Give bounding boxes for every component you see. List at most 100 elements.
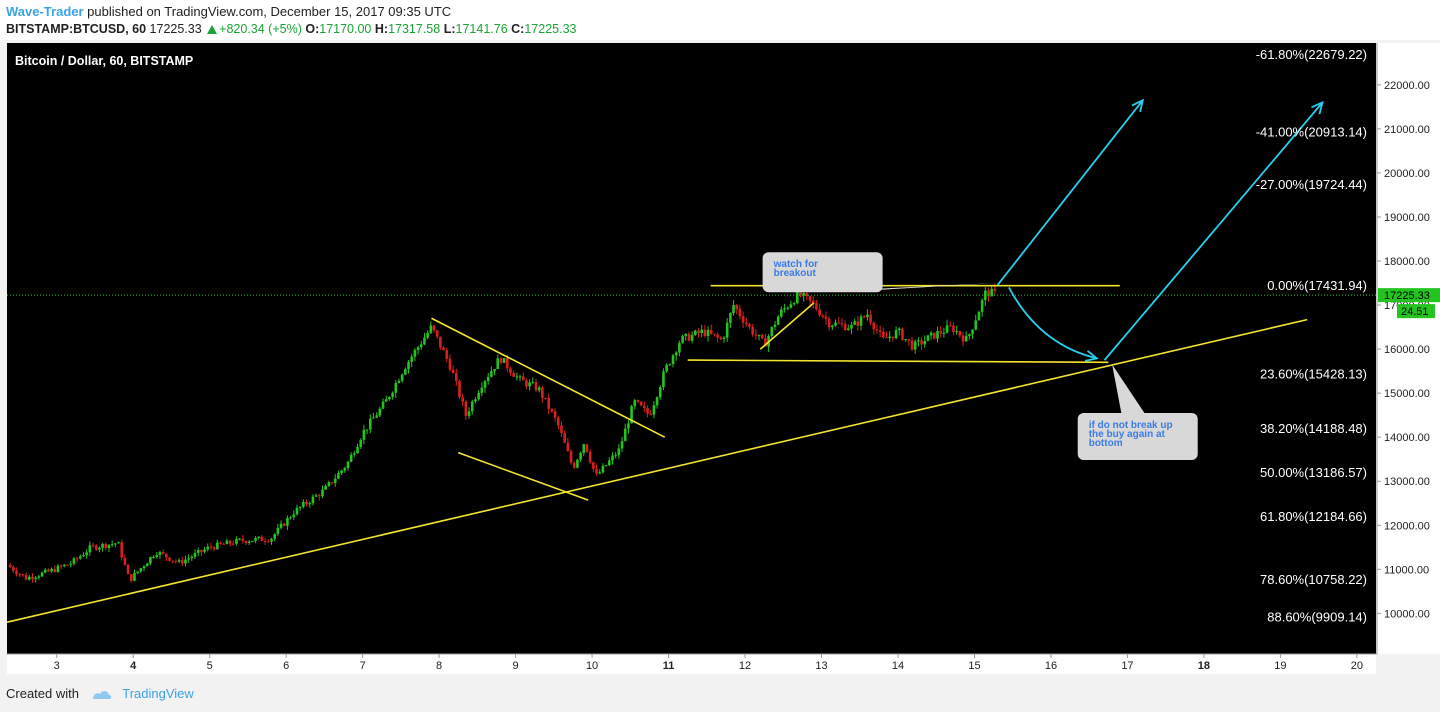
candle-body bbox=[480, 387, 484, 393]
candle-body bbox=[129, 574, 133, 581]
candle-body bbox=[722, 337, 726, 340]
candle-body bbox=[174, 560, 178, 562]
candle-body bbox=[936, 331, 939, 339]
candle-body bbox=[85, 552, 88, 556]
candle-body bbox=[987, 290, 990, 297]
candle-body bbox=[359, 439, 363, 447]
tradingview-link[interactable]: TradingView bbox=[122, 686, 194, 701]
candle-body bbox=[856, 321, 860, 326]
candle-body bbox=[862, 316, 866, 318]
candle-body bbox=[897, 328, 901, 331]
candle-body bbox=[674, 352, 678, 356]
time-tick-label: 12 bbox=[739, 660, 751, 672]
candle-body bbox=[818, 309, 821, 316]
candle-body bbox=[142, 566, 146, 569]
candle-body bbox=[837, 322, 841, 324]
candle-body bbox=[72, 558, 76, 564]
candle-body bbox=[117, 542, 120, 544]
fib-level-label: 38.20%(14188.48) bbox=[1260, 421, 1367, 436]
price-tick-label: 15000.00 bbox=[1384, 388, 1430, 400]
candle-body bbox=[652, 405, 656, 415]
candle-body bbox=[528, 382, 531, 387]
candle-body bbox=[407, 361, 410, 370]
candle-body bbox=[668, 364, 672, 366]
candle-body bbox=[582, 444, 586, 453]
candle-body bbox=[604, 465, 608, 467]
candle-body bbox=[617, 448, 621, 456]
candle-body bbox=[658, 387, 662, 398]
candle-body bbox=[671, 355, 675, 365]
candle-body bbox=[509, 368, 512, 373]
candle-body bbox=[467, 411, 471, 416]
fib-level-label: 78.60%(10758.22) bbox=[1260, 572, 1367, 587]
candle-body bbox=[926, 335, 930, 341]
candle-body bbox=[687, 333, 691, 341]
candle-body bbox=[595, 468, 598, 474]
candle-body bbox=[620, 441, 624, 449]
price-chart[interactable]: -61.80%(22679.22) -41.00%(20913.14) -27.00… bbox=[0, 40, 1440, 676]
candle-body bbox=[388, 397, 391, 400]
candle-body bbox=[802, 293, 805, 296]
candle-body bbox=[333, 478, 337, 484]
candle-body bbox=[451, 369, 455, 374]
time-tick-label: 15 bbox=[968, 660, 980, 672]
candle-body bbox=[15, 570, 18, 575]
candle-body bbox=[292, 514, 296, 518]
candle-body bbox=[952, 325, 955, 332]
price-tick-label: 21000.00 bbox=[1384, 124, 1430, 136]
candle-body bbox=[665, 364, 668, 372]
candle-body bbox=[882, 331, 885, 338]
close-value: 17225.33 bbox=[524, 22, 577, 36]
candle-body bbox=[939, 331, 942, 334]
candle-body bbox=[133, 572, 136, 581]
candle-body bbox=[537, 387, 541, 391]
candle-body bbox=[486, 376, 490, 382]
candle-body bbox=[576, 459, 579, 468]
candle-body bbox=[461, 397, 464, 402]
inner-rise bbox=[759, 302, 815, 350]
candle-body bbox=[432, 325, 436, 331]
candle-body bbox=[247, 541, 251, 543]
plot-area[interactable] bbox=[7, 43, 1376, 654]
candle-body bbox=[24, 574, 28, 580]
candle-body bbox=[448, 358, 452, 370]
candle-body bbox=[493, 369, 496, 372]
candle-body bbox=[933, 332, 936, 339]
candle-body bbox=[633, 400, 637, 407]
fib-level-label: 88.60%(9909.14) bbox=[1267, 609, 1367, 624]
candle-body bbox=[267, 541, 270, 543]
candle-body bbox=[63, 564, 66, 567]
candle-body bbox=[789, 304, 793, 308]
candle-body bbox=[66, 564, 69, 566]
time-tick-label: 7 bbox=[360, 660, 366, 672]
author-link[interactable]: Wave-Trader bbox=[6, 4, 84, 19]
candle-body bbox=[324, 485, 327, 490]
candle-body bbox=[719, 337, 723, 340]
low-value: 17141.76 bbox=[455, 22, 508, 36]
time-axis[interactable] bbox=[7, 654, 1376, 674]
countdown-label: 24.51 bbox=[1401, 306, 1429, 318]
candle-body bbox=[120, 542, 124, 558]
candle-body bbox=[368, 418, 372, 430]
time-tick-label: 11 bbox=[663, 660, 675, 672]
candle-body bbox=[305, 501, 308, 505]
symbol-interval[interactable]: BITSTAMP:BTCUSD, 60 bbox=[6, 22, 147, 36]
candle-body bbox=[729, 313, 732, 323]
candle-body bbox=[773, 324, 777, 327]
price-tick-label: 11000.00 bbox=[1384, 564, 1429, 576]
price-tick-label: 13000.00 bbox=[1384, 476, 1430, 488]
candle-body bbox=[831, 325, 834, 328]
candle-body bbox=[327, 482, 331, 486]
time-tick-label: 5 bbox=[207, 660, 213, 672]
candle-body bbox=[547, 397, 551, 410]
candle-body bbox=[703, 329, 707, 337]
candle-body bbox=[678, 342, 681, 353]
candle-body bbox=[792, 303, 796, 305]
candle-body bbox=[490, 371, 493, 377]
price-tick-label: 18000.00 bbox=[1384, 256, 1430, 268]
candle-body bbox=[149, 557, 152, 564]
price-axis[interactable] bbox=[1377, 43, 1440, 654]
candle-body bbox=[907, 339, 911, 341]
candle-body bbox=[416, 347, 420, 351]
